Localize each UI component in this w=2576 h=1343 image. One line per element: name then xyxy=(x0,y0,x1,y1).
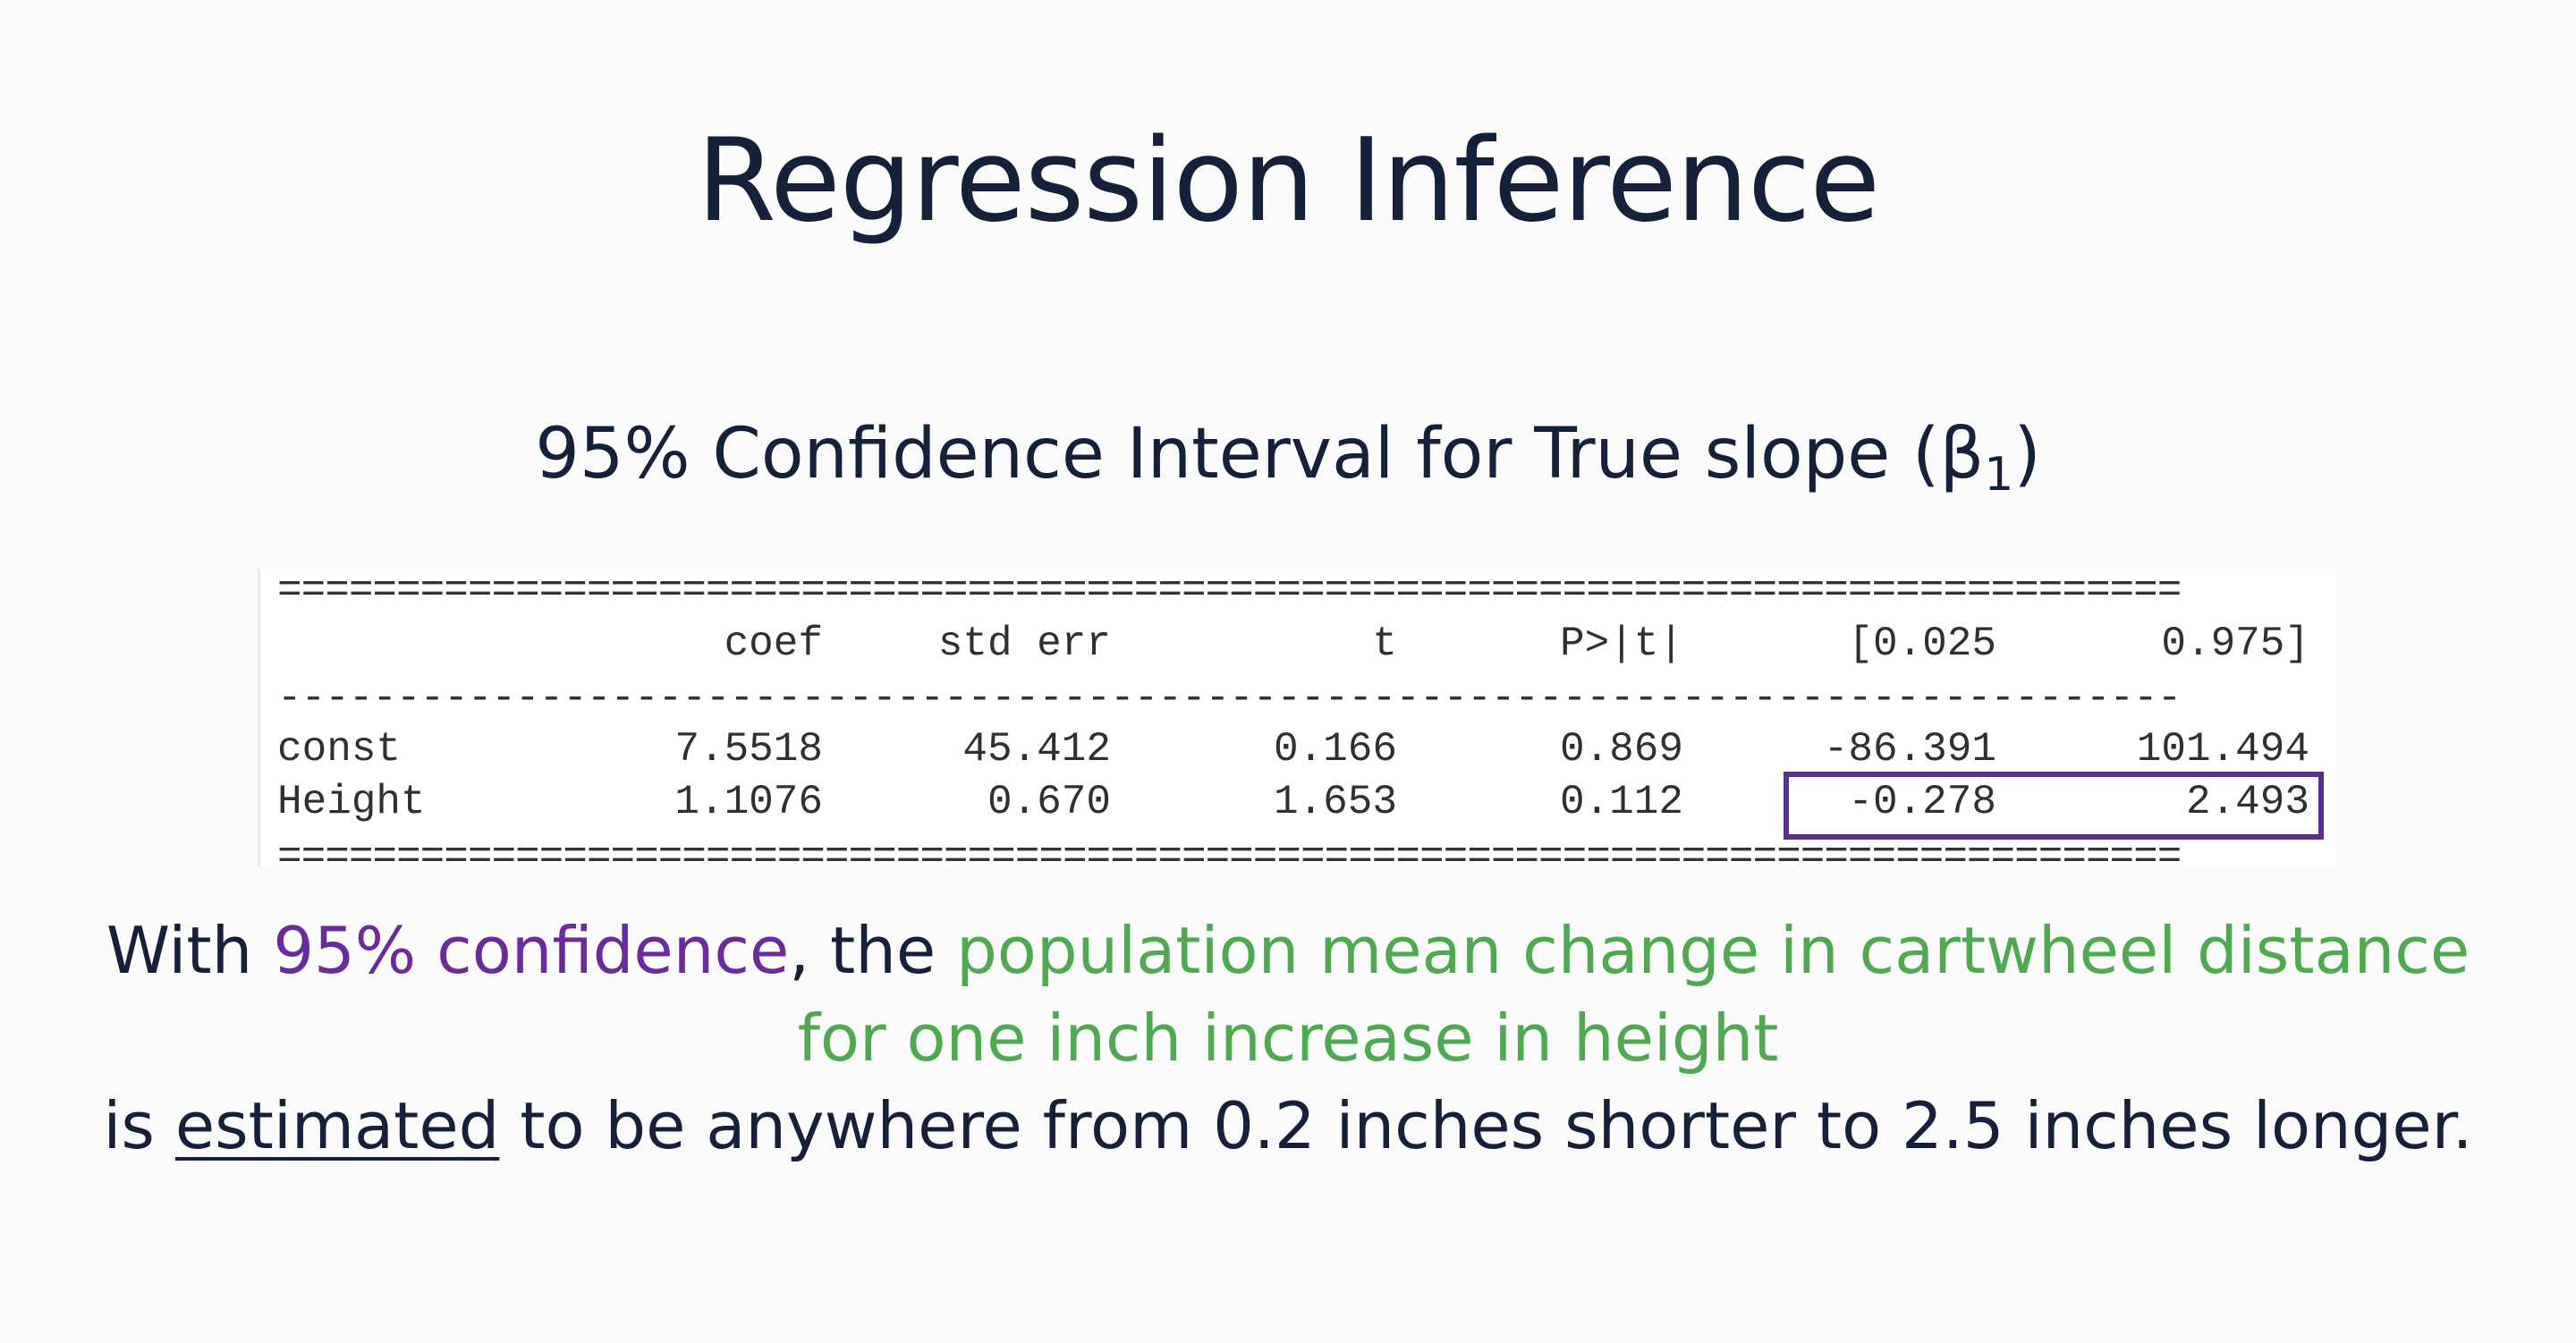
const-ci-lower: -86.391 xyxy=(1823,726,1996,773)
height-std-err: 0.670 xyxy=(987,779,1111,825)
table-mid-separator: ----------------------------------------… xyxy=(277,678,2182,719)
caption-confidence: 95% confidence xyxy=(273,913,790,988)
subtitle-main: 95% Confidence Interval for True slope (… xyxy=(535,414,1985,494)
caption-estimated: estimated xyxy=(174,1088,500,1163)
header-p-value: P>|t| xyxy=(1559,621,1683,667)
caption-range: to be anywhere from 0.2 inches shorter t… xyxy=(499,1088,2473,1163)
regression-table xyxy=(258,569,2335,866)
slide-title: Regression Inference xyxy=(696,114,1880,248)
table-top-separator: ========================================… xyxy=(277,570,2182,612)
subtitle-subscript: 1 xyxy=(1984,448,2014,502)
header-t: t xyxy=(1372,621,1397,667)
caption-the: , the xyxy=(789,913,957,988)
header-ci-lower: [0.025 xyxy=(1848,621,1996,667)
height-coef: 1.1076 xyxy=(674,779,823,825)
const-std-err: 45.412 xyxy=(962,726,1111,773)
const-t: 0.166 xyxy=(1273,726,1397,773)
table-bottom-separator: ========================================… xyxy=(277,837,2182,878)
const-p-value: 0.869 xyxy=(1559,726,1683,773)
const-coef: 7.5518 xyxy=(674,726,823,773)
caption-line-1: With 95% confidence, the population mean… xyxy=(0,907,2576,994)
height-t: 1.653 xyxy=(1273,779,1397,825)
const-ci-upper: 101.494 xyxy=(2136,726,2309,773)
header-coef: coef xyxy=(724,621,823,667)
caption-with: With xyxy=(106,913,274,988)
row-label-const: const xyxy=(277,726,402,773)
caption-is: is xyxy=(103,1088,175,1163)
height-p-value: 0.112 xyxy=(1559,779,1683,825)
height-ci-lower: -0.278 xyxy=(1848,779,1996,825)
caption-population-change: population mean change in cartwheel dist… xyxy=(956,913,2470,988)
caption-line-3: is estimated to be anywhere from 0.2 inc… xyxy=(0,1082,2576,1170)
height-ci-upper: 2.493 xyxy=(2185,779,2309,825)
header-ci-upper: 0.975] xyxy=(2161,621,2309,667)
header-std-err: std err xyxy=(937,621,1111,667)
confidence-interval-highlight xyxy=(1784,772,2324,840)
caption-line-2: for one inch increase in height xyxy=(797,1001,1779,1076)
row-label-height: Height xyxy=(277,779,426,825)
slide-subtitle: 95% Confidence Interval for True slope (… xyxy=(0,410,2576,519)
subtitle-close: ) xyxy=(2013,414,2041,494)
